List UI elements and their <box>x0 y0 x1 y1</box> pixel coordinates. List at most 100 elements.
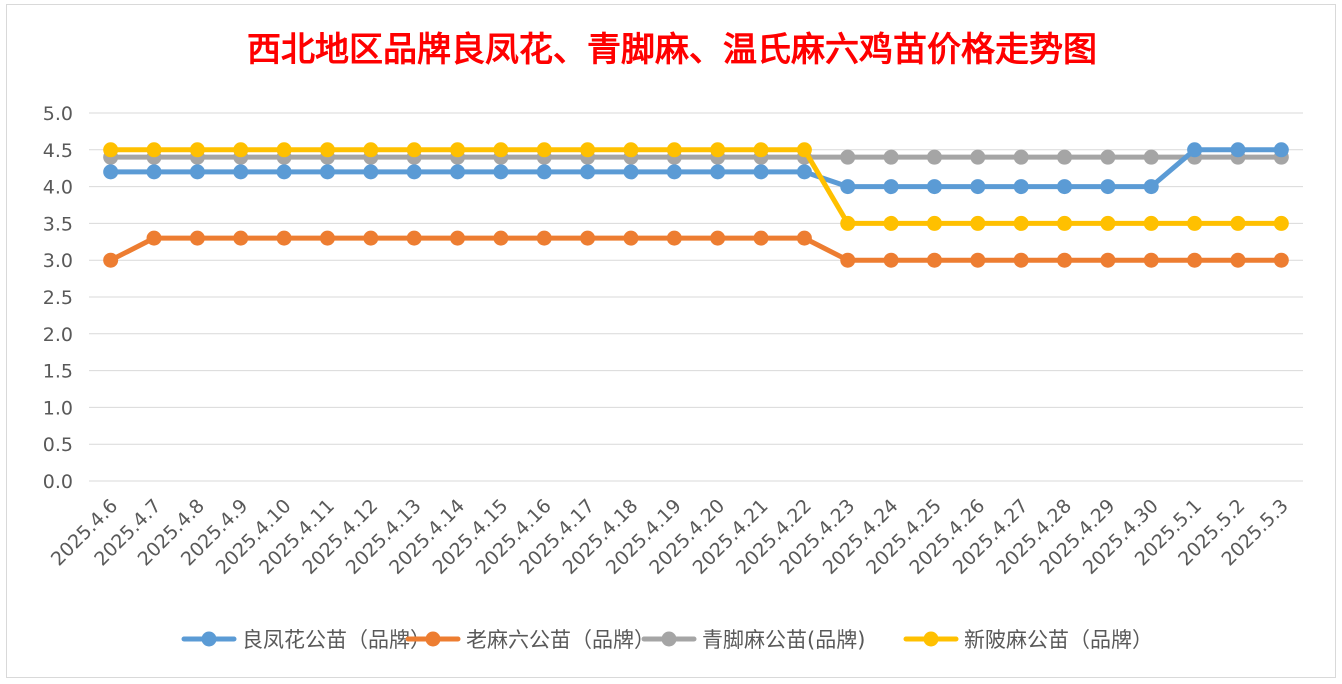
data-point <box>840 252 856 268</box>
data-point <box>233 230 249 246</box>
data-point <box>536 164 552 180</box>
data-point <box>450 142 466 158</box>
data-point <box>1230 142 1246 158</box>
data-point <box>363 164 379 180</box>
legend-label: 青脚麻公苗(品牌) <box>702 628 865 652</box>
data-point <box>493 230 509 246</box>
data-point <box>1143 252 1159 268</box>
data-point <box>970 149 986 165</box>
data-point <box>840 149 856 165</box>
series-line <box>108 147 1284 190</box>
data-point <box>753 164 769 180</box>
data-point <box>840 215 856 231</box>
data-point <box>536 230 552 246</box>
series-3 <box>103 142 1289 231</box>
data-point <box>796 142 812 158</box>
data-point <box>276 142 292 158</box>
data-point <box>1187 142 1203 158</box>
data-point <box>796 230 812 246</box>
data-point <box>710 142 726 158</box>
data-point <box>1273 142 1289 158</box>
y-tick-label: 4.0 <box>43 177 73 199</box>
legend-item: 新陂麻公苗（品牌） <box>903 628 1153 652</box>
data-point <box>1013 179 1029 195</box>
chart-title: 西北地区品牌良凤花、青脚麻、温氏麻六鸡苗价格走势图 <box>247 30 1097 70</box>
data-point <box>1230 252 1246 268</box>
data-point <box>1057 149 1073 165</box>
y-tick-label: 1.5 <box>43 361 73 383</box>
y-tick-label: 5.0 <box>43 103 73 125</box>
data-point <box>1143 179 1159 195</box>
y-tick-label: 2.0 <box>43 324 73 346</box>
data-point <box>883 179 899 195</box>
data-point <box>666 142 682 158</box>
legend: 良凤花公苗（品牌） 老麻六公苗（品牌） 青脚麻公苗(品牌) 新陂麻公苗（品牌） <box>181 628 1153 652</box>
y-tick-label: 0.5 <box>43 434 73 456</box>
legend-swatch-marker <box>201 631 217 647</box>
data-point <box>1187 252 1203 268</box>
data-point <box>189 142 205 158</box>
data-point <box>580 142 596 158</box>
legend-item: 良凤花公苗（品牌） <box>181 628 431 652</box>
data-point <box>623 142 639 158</box>
data-point <box>493 142 509 158</box>
data-point <box>1100 252 1116 268</box>
legend-label: 良凤花公苗（品牌） <box>242 628 431 652</box>
data-point <box>710 164 726 180</box>
data-point <box>276 230 292 246</box>
y-tick-label: 1.0 <box>43 397 73 419</box>
data-point <box>103 142 119 158</box>
x-axis-tick-labels: 2025.4.62025.4.72025.4.82025.4.92025.4.1… <box>47 495 1293 579</box>
data-point <box>623 164 639 180</box>
data-point <box>883 252 899 268</box>
series-1 <box>103 230 1289 268</box>
data-point <box>1057 179 1073 195</box>
data-point <box>450 230 466 246</box>
data-point <box>970 179 986 195</box>
legend-swatch-marker <box>923 631 939 647</box>
data-point <box>970 252 986 268</box>
data-point <box>1143 215 1159 231</box>
data-point <box>1013 252 1029 268</box>
data-point <box>146 230 162 246</box>
y-tick-label: 3.5 <box>43 213 73 235</box>
legend-label: 新陂麻公苗（品牌） <box>964 628 1153 652</box>
data-point <box>970 215 986 231</box>
data-point <box>710 230 726 246</box>
y-tick-label: 3.0 <box>43 250 73 272</box>
data-point <box>450 164 466 180</box>
data-point <box>796 164 812 180</box>
data-point <box>753 230 769 246</box>
data-point <box>883 149 899 165</box>
data-point <box>146 142 162 158</box>
data-point <box>146 164 162 180</box>
data-point <box>926 149 942 165</box>
data-point <box>1143 149 1159 165</box>
legend-swatch-marker <box>425 631 441 647</box>
data-point <box>1057 252 1073 268</box>
legend-swatch-marker <box>661 631 677 647</box>
data-point <box>1273 215 1289 231</box>
data-point <box>1013 215 1029 231</box>
data-point <box>536 142 552 158</box>
data-point <box>233 164 249 180</box>
legend-item: 老麻六公苗（品牌） <box>405 628 655 652</box>
y-tick-label: 0.0 <box>43 471 73 493</box>
y-axis-tick-labels: 0.0 0.5 1.0 1.5 2.0 2.5 3.0 3.5 4.0 4.5 5.0 <box>43 103 73 493</box>
data-point <box>1100 149 1116 165</box>
y-tick-label: 2.5 <box>43 287 73 309</box>
series-lines <box>103 142 1289 268</box>
data-point <box>319 164 335 180</box>
series-0 <box>103 142 1289 195</box>
data-point <box>580 230 596 246</box>
legend-item: 青脚麻公苗(品牌) <box>641 628 865 652</box>
data-point <box>319 142 335 158</box>
data-point <box>666 230 682 246</box>
legend-label: 老麻六公苗（品牌） <box>466 628 655 652</box>
data-point <box>406 230 422 246</box>
series-line <box>108 147 1284 226</box>
data-point <box>276 164 292 180</box>
data-point <box>103 164 119 180</box>
gridlines <box>89 112 1303 482</box>
line-chart: 西北地区品牌良凤花、青脚麻、温氏麻六鸡苗价格走势图 0.0 0.5 1.0 1.5 2.… <box>43 30 1303 652</box>
